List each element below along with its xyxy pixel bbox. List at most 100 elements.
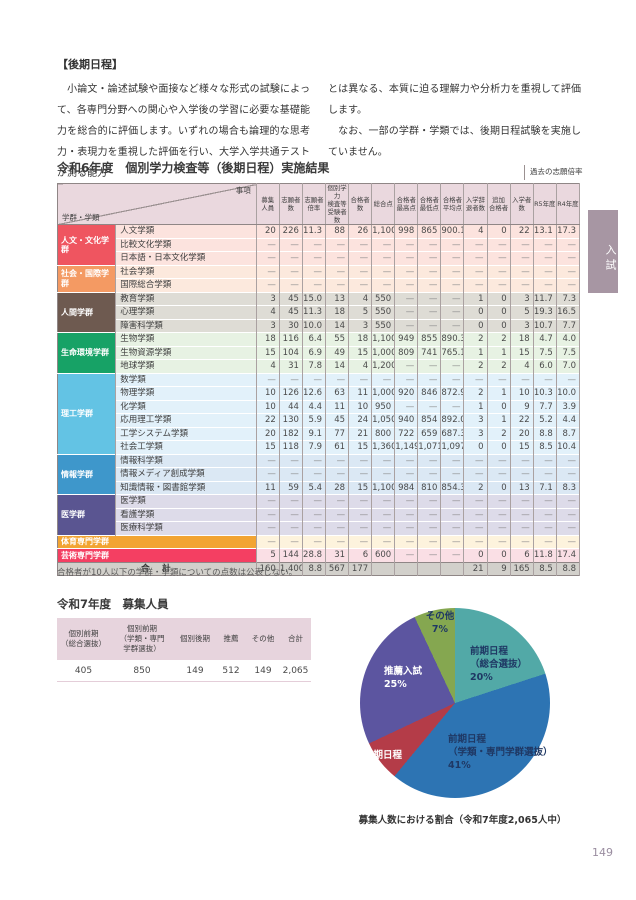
value-cell: — xyxy=(394,453,419,468)
value-cell: 1,050 xyxy=(371,413,396,427)
value-cell: — xyxy=(533,237,557,252)
value-cell: — xyxy=(371,494,396,508)
value-cell: 55 xyxy=(325,332,350,346)
value-cell: — xyxy=(533,251,557,265)
value-cell: 11.7 xyxy=(533,291,557,306)
value-cell: — xyxy=(256,534,280,549)
table-row: 応用理工学類 22 130 5.9 45 24 1,050 940 854 892.0 3 1 22 5.… xyxy=(58,413,581,427)
value-cell: — xyxy=(256,494,280,508)
value-cell: 22 xyxy=(510,413,534,427)
recruit-values-row: 405 850 149 512 149 2,065 xyxy=(57,660,311,682)
value-cell: 854 xyxy=(417,413,442,427)
value-cell: 809 xyxy=(394,345,419,360)
value-cell: — xyxy=(440,548,465,562)
total-label: 合 計 xyxy=(57,561,257,576)
value-cell: — xyxy=(417,494,442,508)
value-cell: — xyxy=(394,359,419,373)
recruit-value-cell: 850 xyxy=(110,660,174,682)
value-cell: 14 xyxy=(325,318,350,333)
value-cell: 45 xyxy=(325,413,350,427)
value-cell: — xyxy=(463,507,488,522)
value-cell: — xyxy=(533,453,557,468)
column-header: 入学辞 退者数 xyxy=(463,183,488,225)
value-cell: — xyxy=(556,494,581,508)
value-cell: 4 xyxy=(256,359,280,373)
value-cell: — xyxy=(325,237,350,252)
group-label: 生命環境学群 xyxy=(57,332,117,373)
value-cell: — xyxy=(348,372,373,387)
value-cell: — xyxy=(487,494,511,508)
value-cell: — xyxy=(510,237,534,252)
value-cell: — xyxy=(417,534,442,549)
value-cell: — xyxy=(417,521,442,535)
value-cell: — xyxy=(256,372,280,387)
value-cell: — xyxy=(440,453,465,468)
value-cell: — xyxy=(256,507,280,522)
class-name-cell: 看護学類 xyxy=(115,507,257,522)
group-label: 情報学群 xyxy=(57,453,117,495)
value-cell: 0 xyxy=(487,480,511,495)
value-cell: — xyxy=(256,251,280,265)
value-cell: — xyxy=(371,534,396,549)
value-cell: 17.4 xyxy=(556,548,581,562)
total-value-cell: 165 xyxy=(510,561,534,576)
value-cell: — xyxy=(302,237,326,252)
table-row: 化学類 10 44 4.4 11 10 950— — —1 0 9 7.7 3.9 xyxy=(58,399,581,414)
value-cell: — xyxy=(394,305,419,319)
side-tab-admissions[interactable]: 入試 xyxy=(588,210,618,293)
value-cell: 1,000 xyxy=(371,386,396,400)
value-cell: — xyxy=(325,251,350,265)
value-cell: 28.8 xyxy=(302,548,326,562)
value-cell: 8.3 xyxy=(556,480,581,495)
value-cell: — xyxy=(463,251,488,265)
value-cell: 8.8 xyxy=(533,426,557,441)
value-cell: 1,100 xyxy=(371,224,396,238)
value-cell: 24 xyxy=(348,413,373,427)
value-cell: — xyxy=(348,278,373,292)
value-cell: 4.7 xyxy=(533,332,557,346)
total-value-cell: 177 xyxy=(348,561,373,576)
class-name-cell: 生物資源学類 xyxy=(115,345,257,360)
value-cell: 104 xyxy=(279,345,303,360)
value-cell: — xyxy=(440,237,465,252)
value-cell: 6.0 xyxy=(533,359,557,373)
table-row: 社会工学類151187.961151,3601,1491,0711,097.60… xyxy=(58,440,581,454)
value-cell: — xyxy=(440,494,465,508)
column-header: 合格者 数 xyxy=(348,183,373,225)
table-row: 物理学類 10 126 12.6 63 11 1,000 920 846 872.9 2 1 10 10.… xyxy=(58,386,581,400)
value-cell: — xyxy=(510,534,534,549)
value-cell: 30 xyxy=(279,318,303,333)
class-name-cell: 情報科学類 xyxy=(115,453,257,468)
value-cell: 7.0 xyxy=(556,359,581,373)
value-cell: 130 xyxy=(279,413,303,427)
value-cell: 11.3 xyxy=(302,224,326,238)
value-cell: 2 xyxy=(463,359,488,373)
value-cell: — xyxy=(394,507,419,522)
value-cell: 11 xyxy=(348,386,373,400)
value-cell: 6.9 xyxy=(302,345,326,360)
value-cell: 892.0 xyxy=(440,413,465,427)
value-cell: — xyxy=(487,251,511,265)
value-cell: 26 xyxy=(348,224,373,238)
value-cell: — xyxy=(394,291,419,306)
value-cell: 3 xyxy=(510,318,534,333)
value-cell: 77 xyxy=(325,426,350,441)
pie-caption: 募集人数における割合（令和7年度2,065人中） xyxy=(358,815,567,826)
value-cell: 20 xyxy=(510,426,534,441)
recruit-table-grid: 個別前期 （総合選抜） 個別前期 （学類・専門 学群選抜） 個別後期 推薦 その他 合計 … xyxy=(57,618,311,682)
value-cell: 13 xyxy=(510,480,534,495)
value-cell: — xyxy=(256,264,280,279)
value-cell: — xyxy=(371,278,396,292)
pie-circle xyxy=(360,608,550,798)
table-row: 人間学群 教育学類 3 45 15.0 13 4 550— — —1 0 3 11.7 7.3 xyxy=(57,291,581,333)
value-cell: 0 xyxy=(487,291,511,306)
value-cell: — xyxy=(533,467,557,481)
group-label: 理工学群 xyxy=(57,372,117,454)
table-row: 理工学群 数学類 — — — — — — — — — — — — — — xyxy=(57,372,581,454)
table-row: 国際総合学類 — — — — — — — — — — — — — — xyxy=(58,278,581,292)
value-cell: 7.1 xyxy=(533,480,557,495)
value-cell: — xyxy=(348,453,373,468)
table-row: 比較文化学類 — — — — — — — — — — — — — — xyxy=(58,237,581,252)
pie-label-koki: 後期日程 7% xyxy=(364,750,403,774)
table-row: 社会・国際学群 社会学類 — — — — — — — — — — — — — — xyxy=(57,264,581,292)
